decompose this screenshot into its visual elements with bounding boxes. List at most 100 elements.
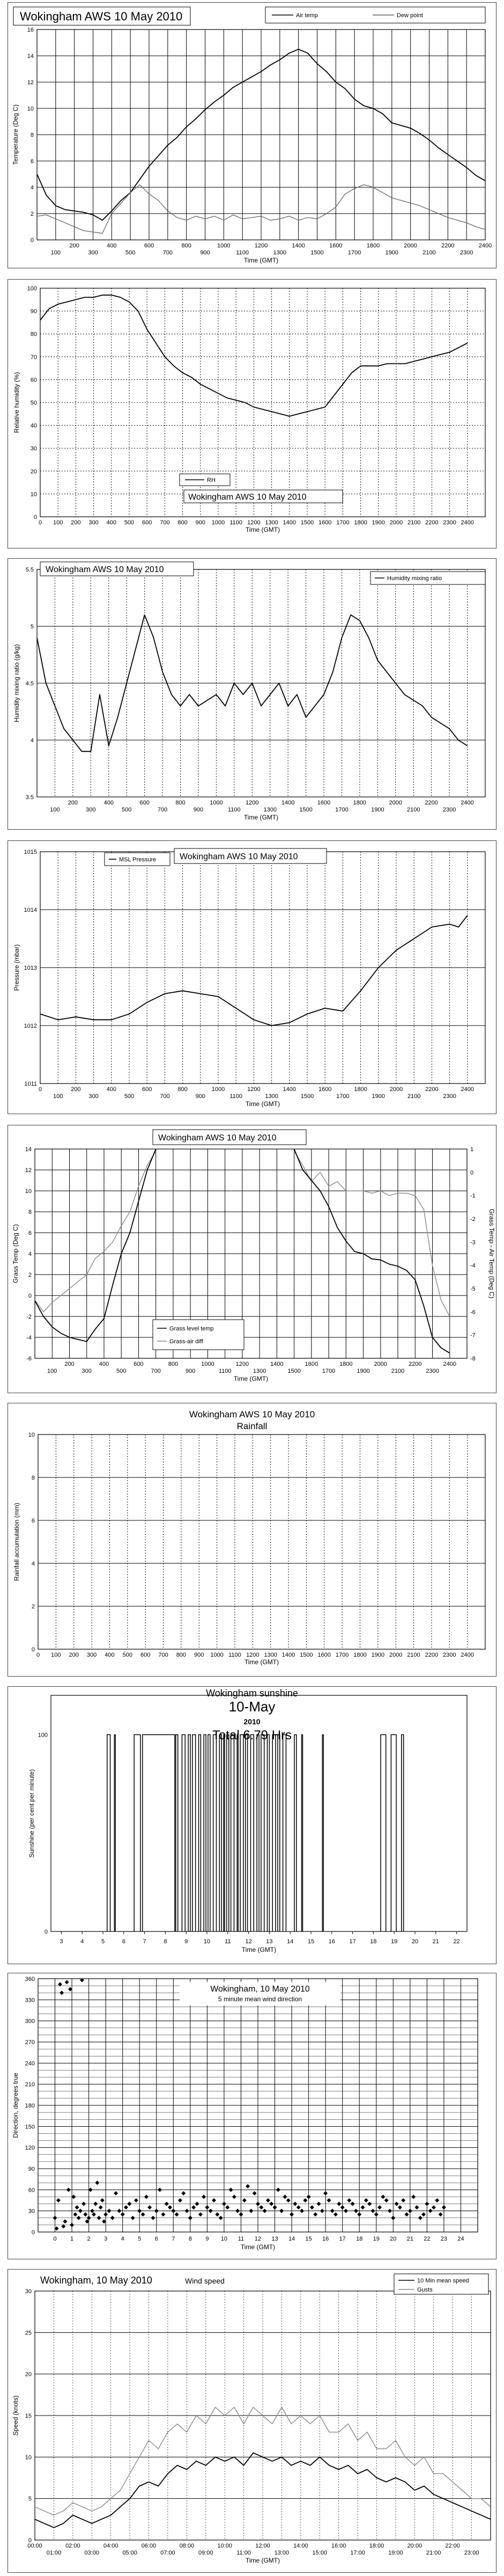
wind-direction-chart-title-bg xyxy=(180,1982,340,2006)
grass-temp-chart-ytick-right-label: -4 xyxy=(470,1263,476,1269)
pressure-chart-xtick-label: 1800 xyxy=(354,1086,367,1093)
mixing-ratio-chart-xtick-label: 900 xyxy=(194,807,203,813)
sunshine-chart-sunny-interval xyxy=(203,1734,206,1931)
grass-temp-chart-ytick-label: -4 xyxy=(26,1335,32,1341)
sunshine-chart-xtick-label: 11 xyxy=(225,1938,231,1945)
wind-direction-chart-xtick-label: 21 xyxy=(407,2236,413,2242)
rainfall-chart-ytick-label: 4 xyxy=(32,1561,35,1567)
wind-direction-chart-point xyxy=(306,2194,311,2199)
grass-temp-chart-title: Wokingham AWS 10 May 2010 xyxy=(158,1133,277,1143)
sunshine-chart-ylabel: Sunshine (per cent per minute) xyxy=(28,1769,35,1858)
rainfall-chart-ylabel: Rainfall accumulation (mm) xyxy=(13,1503,20,1580)
temperature-chart-xtick-label: 800 xyxy=(181,243,191,249)
wind-direction-chart-point xyxy=(114,2191,118,2196)
grass-temp-chart-ytick-label: 6 xyxy=(28,1230,32,1236)
wind-speed-chart-xtick-label: 17:00 xyxy=(350,2550,365,2556)
temperature-chart-title: Wokingham AWS 10 May 2010 xyxy=(20,10,182,23)
sunshine-chart-sunny-interval xyxy=(107,1734,111,1931)
sunshine-chart-title: Wokingham sunshine xyxy=(206,1688,298,1699)
sunshine-chart-xtick-label: 4 xyxy=(80,1938,84,1945)
mixing-ratio-chart-xtick-label: 2000 xyxy=(389,800,402,806)
humidity-chart-xtick-label: 1900 xyxy=(372,519,385,526)
sunshine-chart-xtick-label: 9 xyxy=(184,1938,188,1945)
mixing-ratio-chart-title: Wokingham AWS 10 May 2010 xyxy=(46,565,164,574)
wind-direction-chart-xtick-label: 19 xyxy=(373,2236,380,2242)
grass-temp-chart-xtick-label: 1700 xyxy=(322,1368,335,1374)
temperature-chart-svg: 0 2 4 6 8 10 12 14 16 200 400 600 800 1000 1200 1400 160… xyxy=(12,6,492,264)
rainfall-chart-xtick-label: 300 xyxy=(87,1652,97,1658)
sunshine-chart: 0 100 3 4 5 6 7 8 9 10 11 12 13 14 15 16 17 18 19 20 21 22 Tim… xyxy=(8,1686,496,1964)
wind-direction-chart-point xyxy=(164,2201,169,2206)
mixing-ratio-chart-xtick-label: 2300 xyxy=(443,807,456,813)
rainfall-chart-ytick-label: 8 xyxy=(32,1475,35,1481)
sunshine-chart-xtick-label: 22 xyxy=(453,1938,459,1945)
rainfall-chart-xtick-label: 700 xyxy=(158,1652,168,1658)
grass-temp-chart-ytick-label: 10 xyxy=(25,1188,32,1195)
humidity-chart-xtick-label: 1100 xyxy=(229,519,242,526)
wind-direction-chart-point xyxy=(100,2198,105,2202)
sunshine-chart-sunny-interval xyxy=(245,1734,248,1931)
wind-speed-chart-xtick-label: 19:00 xyxy=(388,2550,403,2556)
wind-direction-chart-point xyxy=(95,2180,100,2185)
grass-temp-chart-xtick-label: 2200 xyxy=(409,1361,421,1367)
wind-direction-chart-point xyxy=(303,2198,308,2202)
humidity-chart-xtick-label: 400 xyxy=(107,519,116,526)
wind-speed-chart-xtick-label: 07:00 xyxy=(160,2550,175,2556)
mixing-ratio-chart-series-mixing-ratio-line xyxy=(37,614,468,752)
mixing-ratio-chart-xtick-label: 400 xyxy=(104,800,114,806)
temperature-chart-xtick-label: 1400 xyxy=(292,243,305,249)
pressure-chart-xtick-label: 1500 xyxy=(301,1093,314,1100)
mixing-ratio-chart-xtick-label: 2100 xyxy=(407,807,420,813)
wind-direction-chart-point xyxy=(140,2212,145,2217)
grass-temp-chart-title-box xyxy=(152,1129,307,1145)
humidity-chart-ytick-label: 40 xyxy=(31,423,37,429)
wind-speed-chart-xtick-label: 02:00 xyxy=(65,2543,80,2549)
humidity-chart-ytick-label: 70 xyxy=(31,354,37,361)
wind-direction-chart-point xyxy=(110,2215,115,2220)
mixing-ratio-chart-plot-frame xyxy=(36,569,486,797)
wind-direction-chart-point xyxy=(384,2198,389,2202)
mixing-ratio-chart: 3.5 4 4.5 5 5.5 200 400 600 800 1000 1200 1400 1600 1… xyxy=(8,558,496,830)
temperature-chart-xtick-label: 1100 xyxy=(236,250,249,256)
wind-direction-chart-point xyxy=(151,2215,155,2220)
pressure-chart-ytick-label: 1011 xyxy=(24,1081,37,1087)
humidity-chart-ytick-label: 100 xyxy=(27,286,37,292)
wind-speed-chart-xtick-label: 18:00 xyxy=(369,2543,384,2549)
wind-direction-chart-xtick-label: 17 xyxy=(339,2236,346,2242)
sunshine-chart-svg: 0 100 3 4 5 6 7 8 9 10 11 12 13 14 15 16 17 18 19 20 21 22 Tim… xyxy=(28,1688,468,1953)
wind-direction-chart-point xyxy=(205,2205,210,2210)
wind-direction-chart-point xyxy=(374,2212,379,2217)
sunshine-chart-sunny-interval xyxy=(401,1734,404,1931)
wind-speed-chart-xtick-label: 14:00 xyxy=(293,2543,308,2549)
humidity-chart-xtick-label: 300 xyxy=(88,519,98,526)
wind-direction-chart-point xyxy=(124,2205,128,2210)
temperature-chart-xtick-label: 500 xyxy=(125,250,135,256)
rainfall-chart-xtick-label: 2400 xyxy=(461,1652,473,1658)
mixing-ratio-chart-xtick-label: 500 xyxy=(122,807,131,813)
wind-speed-chart-xtick-label: 11:00 xyxy=(236,2550,251,2556)
rainfall-chart-xtick-label: 2100 xyxy=(407,1652,420,1658)
rainfall-chart-plot-frame xyxy=(38,1434,486,1650)
wind-direction-chart-xtick-label: 12 xyxy=(255,2236,261,2242)
temperature-chart-ytick-label: 12 xyxy=(27,79,34,86)
sunshine-chart-ytick-label: 0 xyxy=(45,1929,48,1935)
mixing-ratio-chart-xtick-label: 1100 xyxy=(228,807,241,813)
wind-direction-chart-point xyxy=(360,2205,365,2210)
grass-temp-chart: -6 -4 -2 0 2 4 6 8 10 12 14 -8 -7 -6 -5 -4 -3 -2 -1 0 1 200 40… xyxy=(8,1125,496,1393)
wind-direction-chart-point xyxy=(107,2208,112,2213)
wind-direction-chart-point xyxy=(117,2208,122,2213)
humidity-chart-xtick-label: 2200 xyxy=(425,519,438,526)
wind-direction-chart-point xyxy=(246,2184,250,2189)
wind-direction-chart-point xyxy=(154,2208,159,2213)
wind-direction-chart-point xyxy=(256,2201,260,2206)
pressure-chart-ytick-label: 1015 xyxy=(24,849,37,855)
rainfall-chart-xtick-label: 1400 xyxy=(282,1652,295,1658)
sunshine-chart-xtick-label: 8 xyxy=(164,1938,167,1945)
pressure-chart-xtick-label: 900 xyxy=(196,1093,205,1100)
wind-speed-chart-ytick-label: 15 xyxy=(25,2413,32,2419)
wind-direction-chart-ytick-label: 270 xyxy=(25,2039,35,2046)
sunshine-chart-sunny-interval xyxy=(236,1734,239,1931)
humidity-chart-xtick-label: 1400 xyxy=(283,519,296,526)
